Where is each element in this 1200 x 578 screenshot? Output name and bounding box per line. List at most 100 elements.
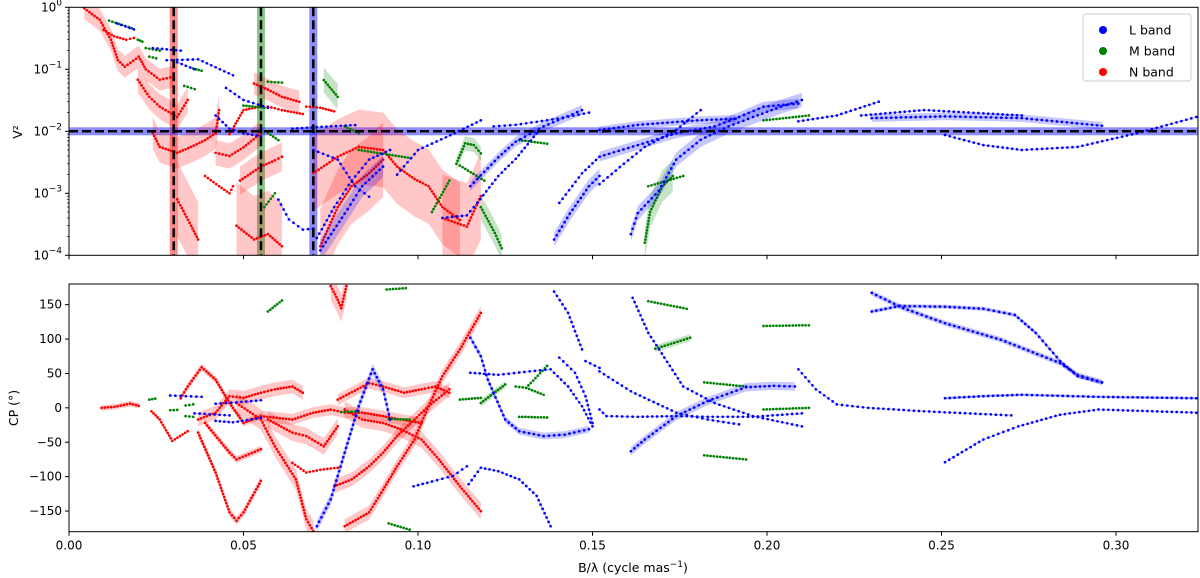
cp-point-m-band bbox=[394, 287, 398, 291]
cp-point-m-band bbox=[520, 415, 524, 419]
cp-point-l-band bbox=[656, 402, 660, 406]
v2-point-l-band bbox=[982, 143, 985, 147]
cp-point-m-band bbox=[387, 522, 391, 525]
v2-point-n-band bbox=[215, 121, 219, 125]
v2-point-l-band bbox=[490, 182, 494, 186]
v2-point-l-band bbox=[996, 112, 1000, 116]
cp-point-m-band bbox=[396, 417, 400, 421]
cp-point-l-band bbox=[655, 415, 659, 418]
cp-point-l-band bbox=[214, 402, 217, 406]
cp-point-l-band bbox=[1008, 312, 1011, 316]
cp-point-l-band bbox=[989, 413, 993, 416]
cp-point-m-band bbox=[405, 527, 408, 531]
v2-point-l-band bbox=[875, 116, 878, 120]
cp-point-m-band bbox=[514, 385, 518, 388]
cp-point-n-band bbox=[109, 405, 113, 409]
cp-point-n-band bbox=[285, 464, 289, 467]
cp-point-l-band bbox=[952, 324, 956, 328]
cp-series-line bbox=[469, 337, 590, 437]
cp-point-m-band bbox=[481, 399, 485, 403]
v2-point-n-band bbox=[268, 234, 272, 238]
cp-point-l-band bbox=[1034, 331, 1038, 335]
v2-point-n-band bbox=[107, 35, 111, 39]
v2-point-n-band bbox=[95, 16, 99, 20]
v2-point-n-band bbox=[170, 149, 173, 153]
v2-point-n-band bbox=[283, 96, 287, 99]
cp-point-n-band bbox=[389, 475, 393, 479]
cp-point-n-band bbox=[210, 462, 214, 466]
v2-point-m-band bbox=[539, 141, 543, 145]
v2-series-line bbox=[455, 142, 482, 164]
cp-point-n-band bbox=[302, 469, 305, 472]
cp-point-n-band bbox=[405, 390, 409, 394]
cp-point-n-band bbox=[460, 345, 463, 348]
cp-point-l-band bbox=[547, 434, 551, 438]
cp-point-l-band bbox=[1054, 414, 1057, 418]
cp-point-n-band bbox=[393, 425, 397, 429]
cp-point-n-band bbox=[188, 382, 192, 386]
v2-point-l-band bbox=[468, 184, 472, 188]
cp-point-n-band bbox=[408, 390, 412, 393]
cp-point-n-band bbox=[204, 448, 207, 452]
cp-error-band bbox=[260, 404, 422, 429]
cp-point-l-band bbox=[1068, 412, 1072, 415]
cp-point-n-band bbox=[336, 466, 340, 470]
cp-point-l-band bbox=[582, 390, 585, 393]
cp-point-m-band bbox=[788, 324, 791, 327]
cp-point-n-band bbox=[308, 412, 312, 415]
cp-point-l-band bbox=[1058, 413, 1062, 417]
v2-point-n-band bbox=[375, 147, 379, 151]
cp-point-n-band bbox=[296, 487, 300, 490]
v2-point-l-band bbox=[646, 122, 650, 126]
cp-point-l-band bbox=[972, 395, 976, 399]
v2-point-m-band bbox=[542, 141, 546, 145]
cp-point-n-band bbox=[273, 387, 277, 391]
cp-point-l-band bbox=[1081, 376, 1084, 379]
cp-point-l-band bbox=[685, 414, 689, 418]
v2-point-n-band bbox=[137, 55, 141, 58]
v2-point-n-band bbox=[267, 161, 271, 165]
v2-point-n-band bbox=[265, 162, 268, 166]
v2-point-l-band bbox=[571, 114, 575, 117]
cp-point-l-band bbox=[1015, 393, 1019, 397]
cp-point-n-band bbox=[285, 428, 289, 432]
cp-error-band bbox=[236, 392, 314, 532]
cp-point-n-band bbox=[231, 406, 235, 410]
cp-point-n-band bbox=[282, 458, 285, 462]
cp-point-n-band bbox=[287, 467, 291, 470]
v2-point-n-band bbox=[214, 182, 218, 186]
v2-point-l-band bbox=[228, 127, 231, 131]
cp-point-l-band bbox=[533, 369, 537, 373]
cp-point-n-band bbox=[302, 414, 306, 417]
v2-point-m-band bbox=[117, 22, 121, 26]
cp-point-n-band bbox=[442, 392, 446, 395]
cp-point-n-band bbox=[183, 431, 187, 435]
v2-point-l-band bbox=[870, 116, 874, 120]
cp-point-n-band bbox=[408, 432, 411, 435]
v2-point-n-band bbox=[192, 229, 196, 233]
cp-point-n-band bbox=[206, 454, 210, 457]
cp-point-l-band bbox=[563, 381, 566, 385]
cp-point-l-band bbox=[327, 502, 330, 506]
cp-point-n-band bbox=[346, 523, 349, 527]
v2-point-l-band bbox=[661, 121, 664, 125]
v2-point-l-band bbox=[482, 170, 486, 174]
v2-point-n-band bbox=[345, 192, 348, 196]
cp-point-n-band bbox=[282, 426, 286, 430]
cp-point-n-band bbox=[269, 415, 272, 419]
cp-point-l-band bbox=[732, 422, 736, 425]
cp-point-n-band bbox=[113, 405, 116, 409]
cp-point-m-band bbox=[486, 396, 490, 399]
cp-point-n-band bbox=[137, 404, 141, 408]
cp-point-l-band bbox=[1170, 410, 1174, 414]
v2-point-m-band bbox=[403, 155, 407, 159]
cp-point-n-band bbox=[217, 383, 221, 387]
v2-point-n-band bbox=[184, 101, 188, 105]
v2-point-n-band bbox=[142, 86, 145, 90]
cp-point-l-band bbox=[780, 420, 784, 424]
v2-point-l-band bbox=[1105, 138, 1109, 142]
v2-point-n-band bbox=[453, 220, 456, 224]
cp-point-l-band bbox=[1035, 419, 1039, 423]
cp-point-l-band bbox=[1102, 395, 1105, 399]
cp-point-l-band bbox=[565, 363, 569, 367]
